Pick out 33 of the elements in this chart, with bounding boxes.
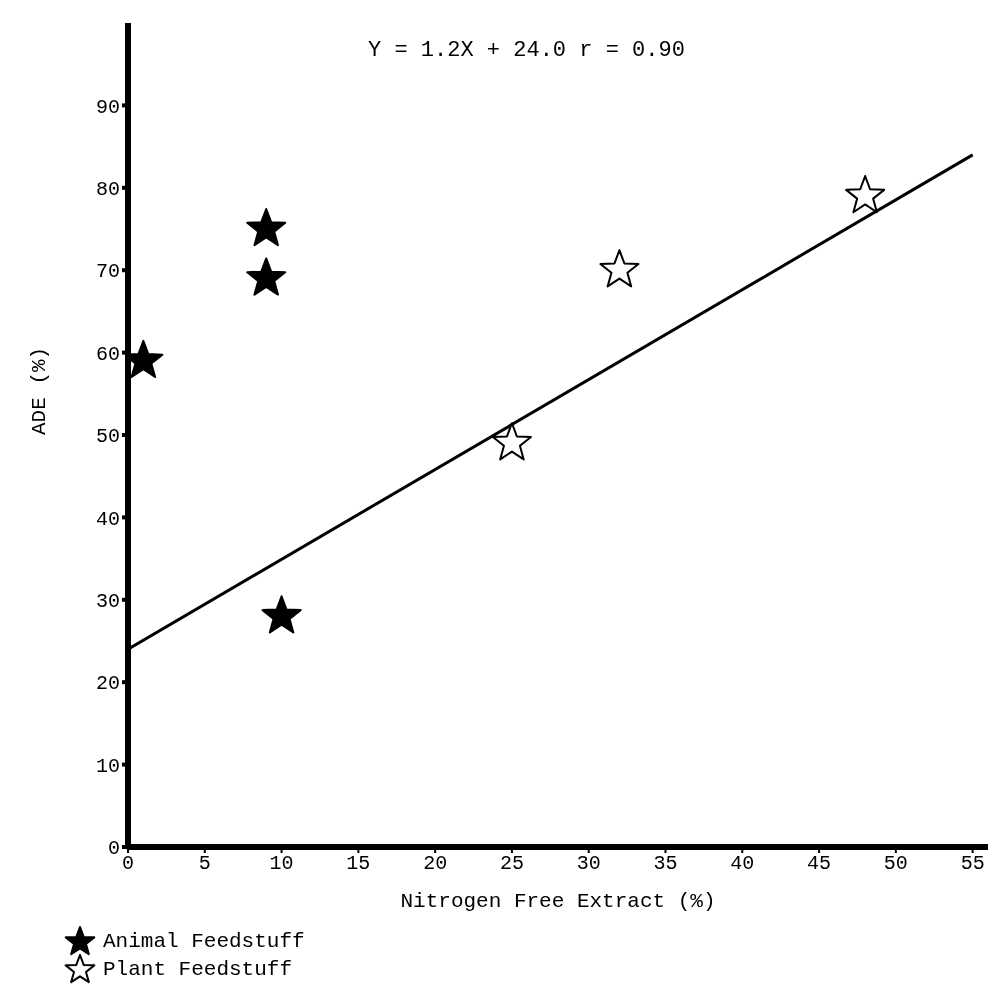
- legend-label: Animal Feedstuff: [103, 929, 305, 953]
- y-tick-label: 40: [95, 507, 120, 531]
- x-tick-label: 0: [121, 852, 135, 876]
- x-tick-label: 20: [423, 852, 448, 876]
- y-tick-label: 30: [95, 589, 120, 613]
- legend-label: Plant Feedstuff: [103, 957, 293, 981]
- y-tick-label: 80: [95, 177, 120, 201]
- x-tick-label: 45: [807, 852, 832, 876]
- point: [599, 249, 640, 288]
- x-tick-label: 40: [730, 852, 755, 876]
- y-tick-label: 70: [95, 260, 120, 284]
- x-tick-label: 25: [499, 852, 524, 876]
- y-tick-label: 90: [95, 95, 120, 119]
- y-tick-label: 60: [95, 342, 120, 366]
- x-tick-label: 30: [576, 852, 601, 876]
- x-tick-label: 50: [883, 852, 908, 876]
- x-tick-label: 35: [653, 852, 678, 876]
- x-axis-title: Nitrogen Free Extract (%): [400, 890, 716, 913]
- x-tick-label: 55: [960, 852, 985, 876]
- y-tick-label: 10: [95, 754, 120, 778]
- point: [845, 175, 886, 214]
- point: [246, 257, 287, 296]
- annotation: Y = 1.2X + 24.0 r = 0.90: [368, 38, 685, 63]
- point: [491, 422, 532, 461]
- x-tick-label: 15: [346, 852, 371, 876]
- y-tick-label: 0: [107, 837, 120, 861]
- x-tick-label: 5: [198, 852, 211, 876]
- y-tick-label: 20: [95, 672, 120, 696]
- x-tick-label: 10: [269, 852, 294, 876]
- point: [246, 208, 287, 247]
- point: [261, 595, 302, 634]
- y-tick-label: 50: [95, 425, 120, 449]
- y-axis-title: ADE (%): [28, 346, 52, 435]
